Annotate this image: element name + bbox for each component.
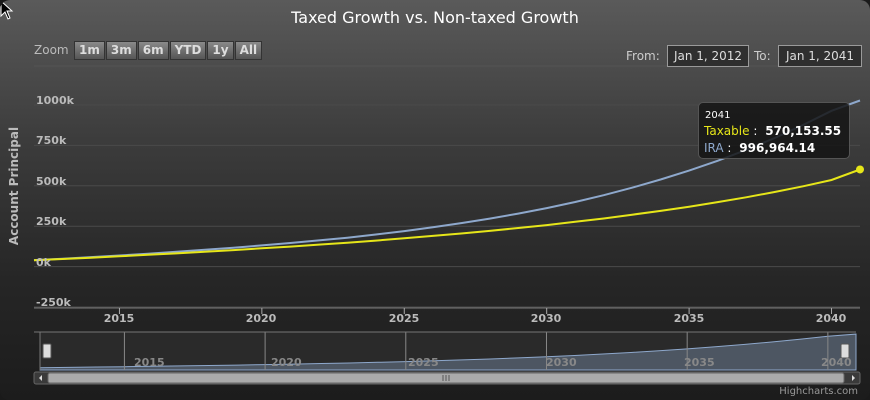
zoom-buttons: 1m 3m 6m YTD 1y All <box>74 41 263 60</box>
x-tick-label: 2020 <box>245 312 277 325</box>
zoom-ytd-button[interactable]: YTD <box>169 41 207 60</box>
tooltip-row-taxable: Taxable : 570,153.55 <box>704 124 842 138</box>
tooltip: 2041 Taxable : 570,153.55 IRA : 996,964.… <box>698 102 850 159</box>
zoom-3m-button[interactable]: 3m <box>105 41 137 60</box>
scroll-right-arrow-icon[interactable] <box>852 375 855 381</box>
y-tick-label: 500k <box>36 175 67 188</box>
chart-title: Taxed Growth vs. Non-taxed Growth <box>291 8 579 27</box>
to-label: To: <box>754 49 771 63</box>
navigator-tick-label: 2030 <box>546 356 577 369</box>
navigator-tick-label: 2025 <box>408 356 439 369</box>
x-tick-label: 2025 <box>388 312 420 325</box>
series-line-taxable <box>33 168 861 262</box>
mouse-pointer-icon <box>0 0 14 20</box>
navigator-right-handle[interactable] <box>840 343 850 359</box>
zoom-6m-button[interactable]: 6m <box>137 41 169 60</box>
y-tick-label: 750k <box>36 134 67 147</box>
navigator-tick-label: 2035 <box>684 356 715 369</box>
zoom-label: Zoom <box>34 43 69 57</box>
navigator-tick-label: 2040 <box>821 356 852 369</box>
y-tick-label: -250k <box>36 296 71 309</box>
credits-link[interactable]: Highcharts.com <box>779 386 858 397</box>
navigator-background <box>40 332 856 370</box>
tooltip-x-label: 2041 <box>705 110 731 121</box>
from-date-input[interactable]: Jan 1, 2012 <box>667 45 749 67</box>
navigator-series-area <box>39 333 857 371</box>
hover-marker-taxable <box>856 165 864 174</box>
y-axis-title: Account Principal <box>7 126 21 246</box>
y-tick-label: 250k <box>36 215 67 228</box>
y-tick-label: 1000k <box>36 94 74 107</box>
tooltip-series-name: IRA <box>704 141 724 155</box>
zoom-1m-button[interactable]: 1m <box>74 41 105 60</box>
x-tick-label: 2040 <box>815 312 847 325</box>
zoom-1y-button[interactable]: 1y <box>207 41 234 60</box>
tooltip-row-ira: IRA : 996,964.14 <box>704 141 816 155</box>
navigator-tick-label: 2015 <box>134 356 165 369</box>
x-tick-label: 2015 <box>103 312 135 325</box>
scroll-left-arrow-icon[interactable] <box>39 375 42 381</box>
from-label: From: <box>626 49 660 63</box>
tooltip-series-value: 996,964.14 <box>739 141 816 155</box>
y-tick-label: 0k <box>36 256 51 269</box>
to-date-input[interactable]: Jan 1, 2041 <box>778 45 862 67</box>
navigator-left-handle[interactable] <box>42 343 52 359</box>
x-tick-label: 2035 <box>673 312 705 325</box>
tooltip-series-name: Taxable <box>704 124 750 138</box>
zoom-all-button[interactable]: All <box>234 41 263 60</box>
tooltip-series-value: 570,153.55 <box>765 124 842 138</box>
x-tick-label: 2030 <box>530 312 562 325</box>
navigator-tick-label: 2020 <box>271 356 302 369</box>
